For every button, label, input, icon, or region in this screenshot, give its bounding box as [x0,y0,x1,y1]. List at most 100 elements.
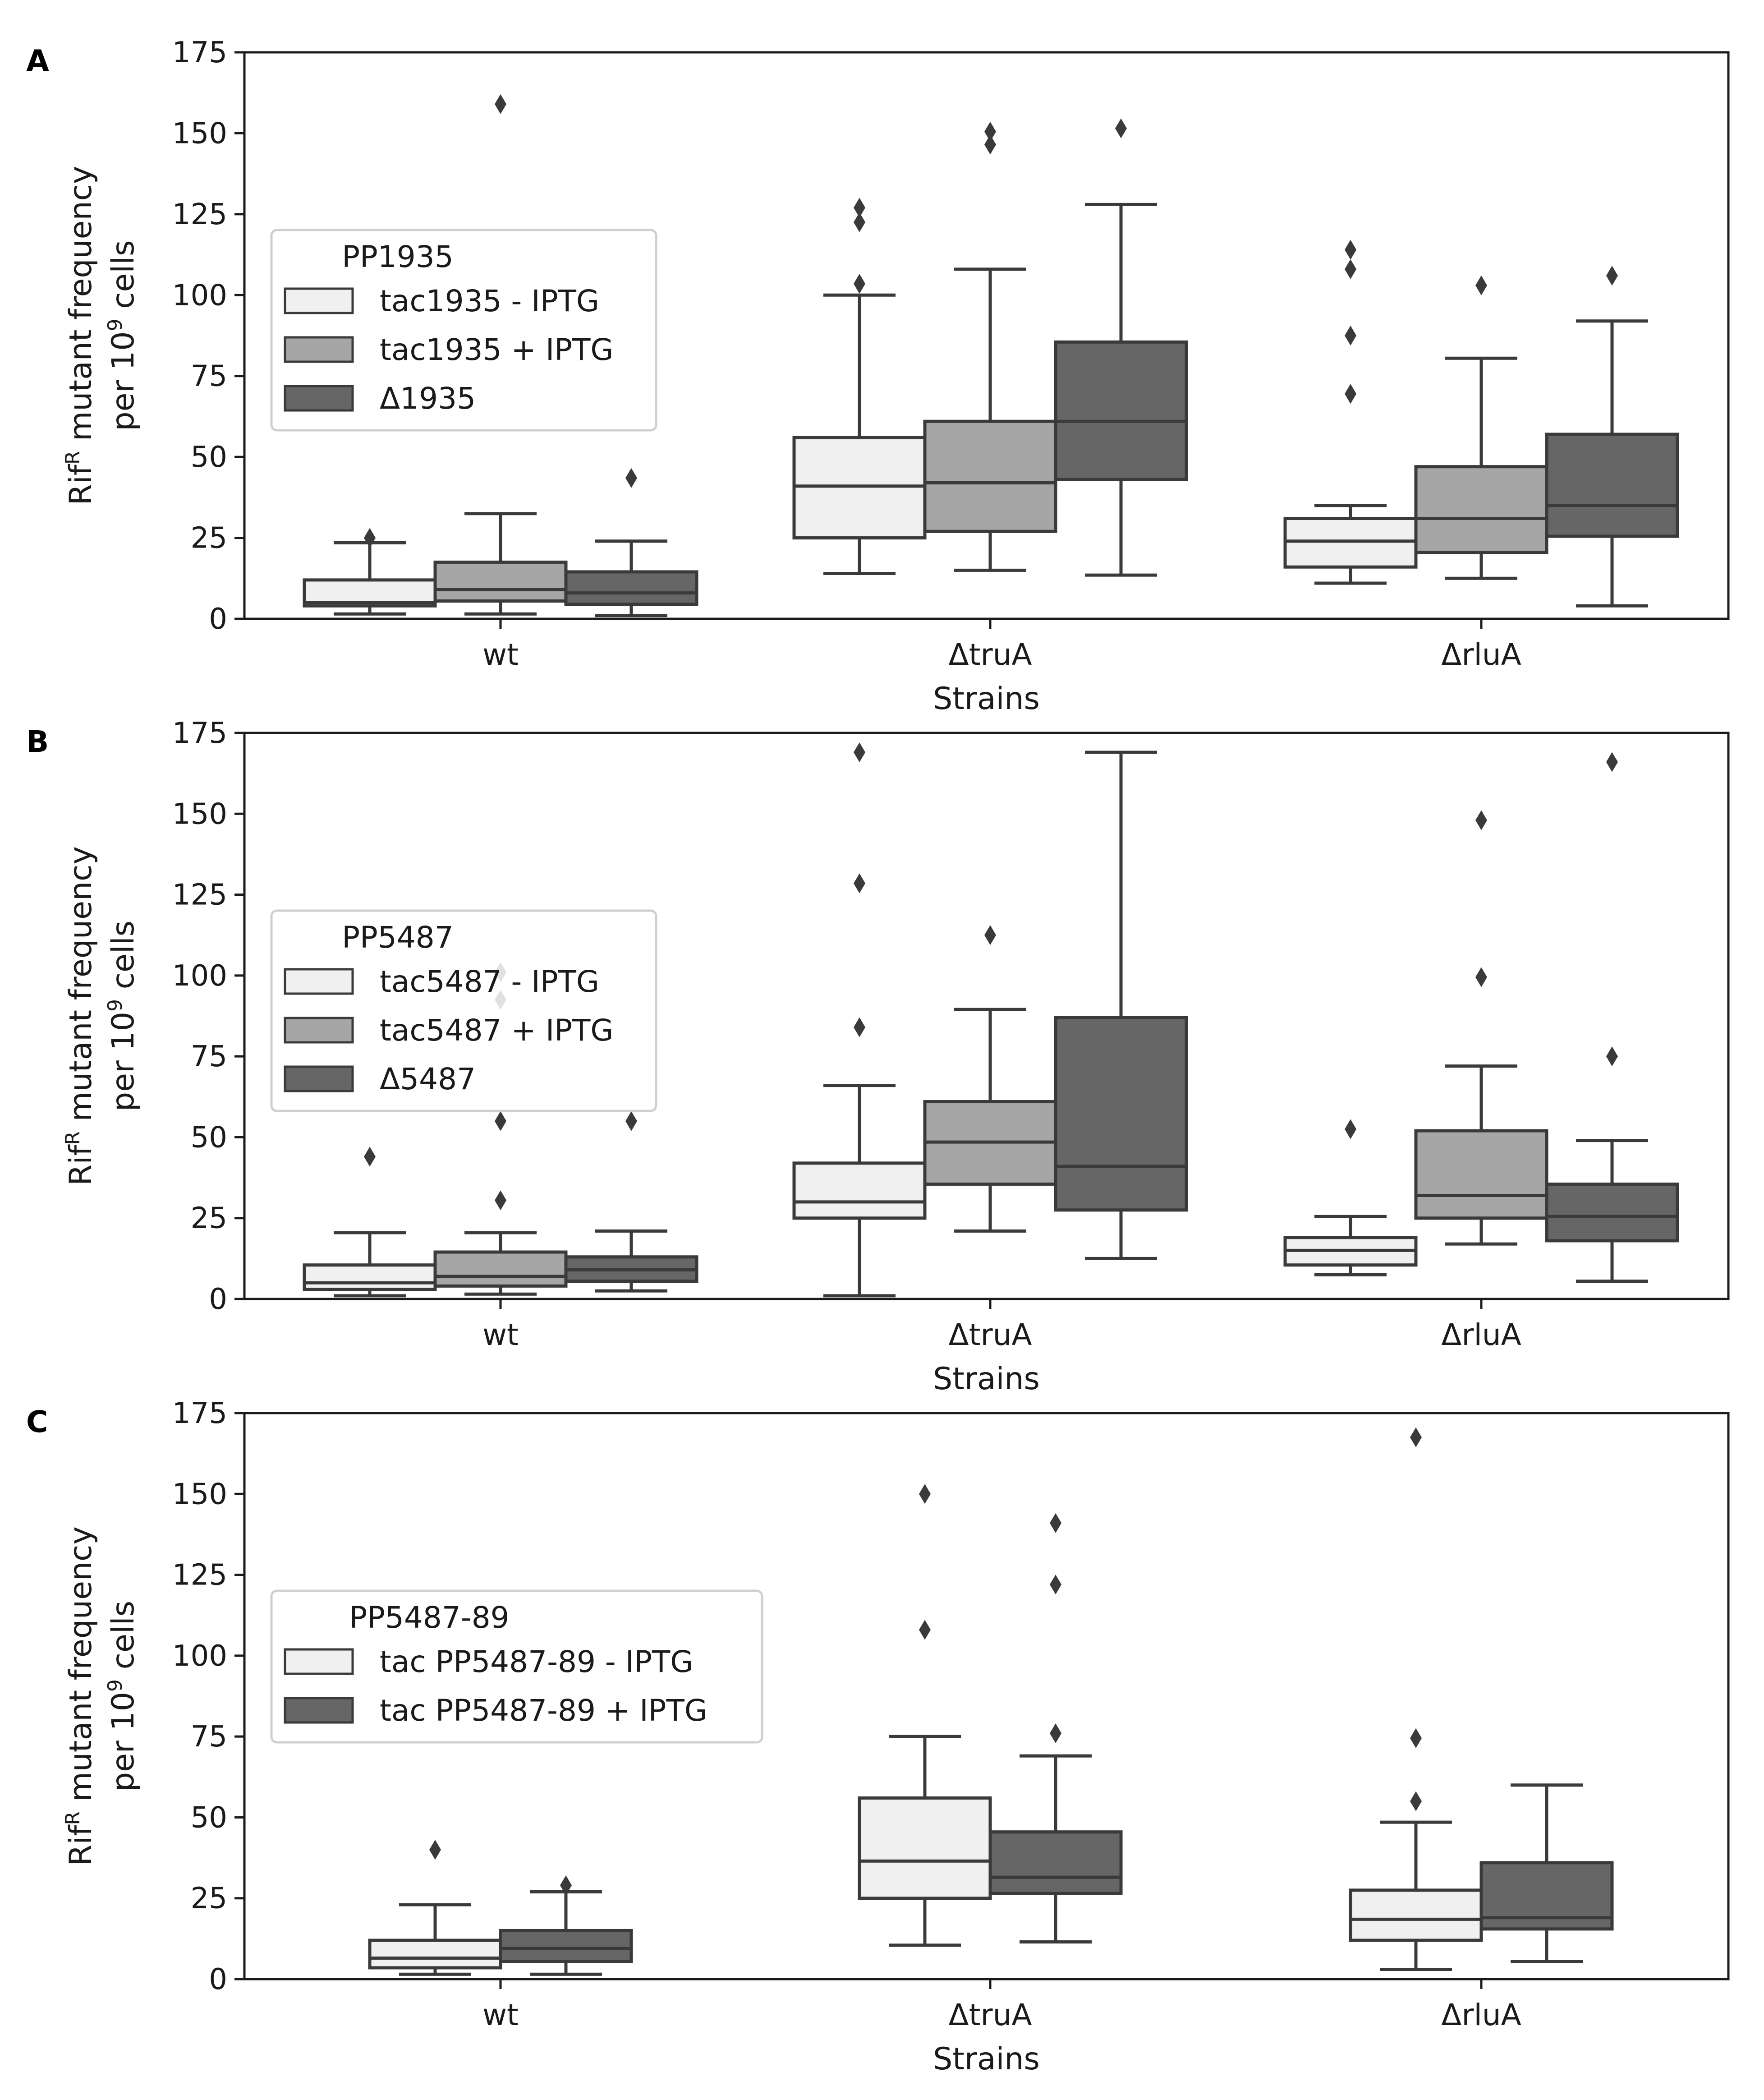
legend-entry-label: tac PP5487-89 - IPTG [380,1644,693,1679]
legend-swatch [284,1697,354,1724]
y-label-part: Rif [63,464,99,505]
outlier-point [495,94,506,114]
panel-letter: C [26,1405,48,1439]
plot-frame [243,732,1730,1300]
box-iqr [792,436,927,540]
outlier-point [1050,1513,1061,1533]
box-iqr [564,570,698,606]
box-iqr [1414,1129,1548,1220]
panel-letter: A [26,44,49,78]
y-label-sup: R [61,1131,84,1145]
outlier-point [1606,752,1618,772]
legend-swatch [284,385,354,412]
box-dark [1545,266,1679,608]
legend-frame [270,909,657,1112]
box-iqr [368,1939,502,1970]
box-iqr [1054,340,1188,481]
y-label-part: mutant frequency [63,846,99,1131]
box-dark [499,1875,633,1976]
box-iqr [303,1263,437,1291]
outlier-point [854,742,865,763]
box-mid [923,121,1057,572]
outlier-point [984,925,996,945]
x-axis-label: Strains [933,1361,1040,1397]
y-tick-label: 175 [172,1397,227,1430]
y-tick-label: 100 [172,1639,227,1673]
y-tick-label: 25 [191,522,227,555]
y-label-sup: 9 [104,999,127,1012]
outlier-point [1345,259,1356,279]
legend-entry-label: tac5487 - IPTG [380,964,599,999]
y-axis-label: RifR mutant frequency per 109 cells [61,166,141,505]
box-iqr [988,1830,1123,1895]
legend-entry-label: Δ1935 [380,381,476,416]
outlier-point [1050,1723,1061,1743]
x-category-label: ΔtruA [948,637,1032,672]
box-iqr [858,1796,992,1900]
y-label-sup: 9 [104,318,127,331]
outlier-point [1115,118,1127,138]
outlier-point [364,528,376,548]
y-label-part: per 10 [106,1012,141,1111]
box-iqr [1054,1016,1188,1212]
box-light [1349,1427,1483,1971]
box-dark [1054,118,1188,577]
outlier-point [429,1840,441,1860]
outlier-point [1345,239,1356,260]
y-tick-label: 125 [172,1559,227,1592]
y-tick-label: 125 [172,198,227,231]
outlier-point [1606,266,1618,286]
y-label-part: mutant frequency [63,166,99,451]
y-label-sup: 9 [104,1679,127,1692]
outlier-point [854,274,865,294]
panel-A: A 0 25 50 75 100 125 150 175 wt ΔtruA ΔrluA Strains R… [26,36,1730,717]
y-tick-label: 150 [172,117,227,150]
outlier-point [919,1484,931,1504]
box-iqr [499,1929,633,1963]
outlier-point [854,212,865,232]
x-category-label: ΔrluA [1441,637,1521,672]
y-tick-label: 150 [172,1478,227,1511]
legend-swatch [284,1065,354,1092]
y-tick-label: 150 [172,797,227,831]
outlier-point [625,468,637,488]
y-axis-label: RifR mutant frequency per 109 cells [61,1526,141,1865]
outlier-point [1475,810,1487,830]
outlier-point [854,1017,865,1037]
box-iqr [1349,1888,1483,1942]
x-axis-label: Strains [933,681,1040,717]
y-label-part: Rif [63,1144,99,1186]
legend-frame [270,1589,763,1744]
y-label-part: per 10 [106,1692,141,1791]
box-iqr [433,1250,568,1288]
outlier-point [625,1111,637,1131]
legend-title: PP1935 [342,239,454,274]
outlier-point [1475,967,1487,987]
box-light [858,1484,992,1947]
y-tick-label: 25 [191,1202,227,1235]
legend-entry-label: tac PP5487-89 + IPTG [380,1693,707,1728]
y-tick-label: 75 [191,1040,227,1073]
box-dark [1054,751,1188,1260]
outlier-point [984,121,996,142]
y-tick-label: 50 [191,1801,227,1834]
outlier-point [560,1875,572,1896]
box-iqr [923,419,1057,533]
outlier-point [1475,275,1487,295]
legend-swatch [284,287,354,314]
x-category-label: ΔtruA [948,1317,1032,1352]
y-label-sup: R [61,451,84,465]
box-iqr [1414,465,1548,554]
outlier-point [1410,1791,1422,1811]
y-tick-label: 100 [172,279,227,312]
outlier-point [919,1620,931,1640]
y-tick-label: 50 [191,441,227,474]
legend-swatch [284,1648,354,1675]
outlier-point [1345,1119,1356,1139]
y-label-part: cells [106,921,141,999]
legend-title: PP5487 [342,920,454,955]
outlier-point [984,134,996,155]
legend-entry-label: tac1935 + IPTG [380,332,614,367]
box-light [303,1147,437,1298]
